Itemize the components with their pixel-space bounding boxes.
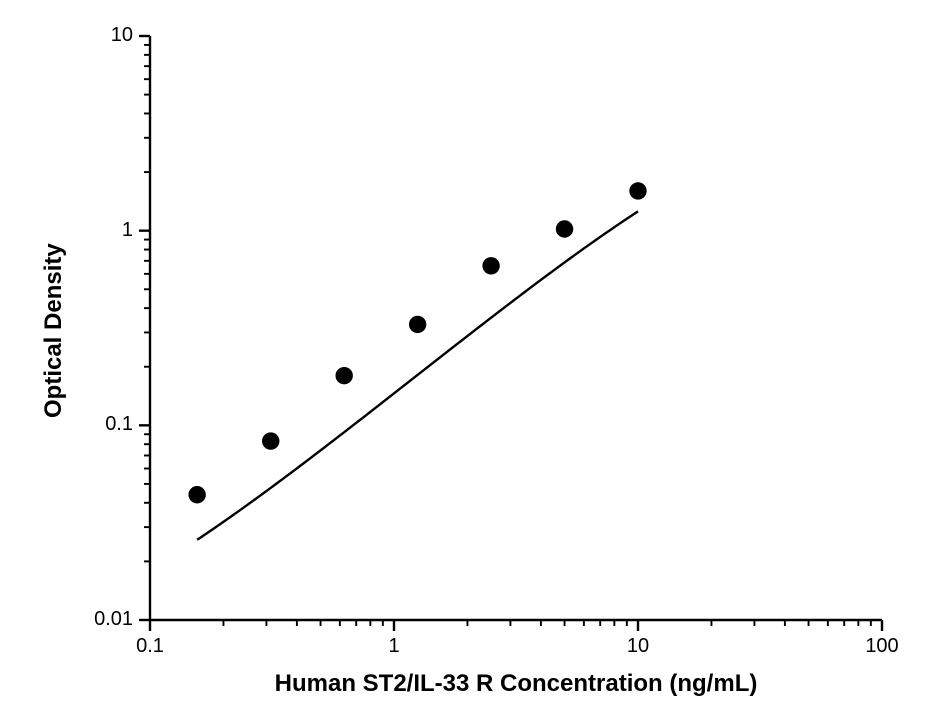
data-point	[189, 487, 205, 503]
chart-container: Optical Density Human ST2/IL-33 R Concen…	[0, 0, 926, 723]
data-point	[409, 316, 425, 332]
x-tick-label: 10	[608, 635, 668, 658]
y-tick-label: 1	[122, 219, 133, 242]
data-point	[483, 258, 499, 274]
data-point	[630, 183, 646, 199]
y-tick-label: 0.01	[94, 608, 133, 631]
data-point	[556, 221, 572, 237]
x-tick-label: 0.1	[120, 635, 180, 658]
y-axis-label: Optical Density	[40, 243, 68, 418]
data-point	[263, 433, 279, 449]
chart-svg	[0, 0, 926, 723]
x-tick-label: 100	[852, 635, 912, 658]
y-tick-label: 10	[111, 24, 133, 47]
data-point	[336, 367, 352, 383]
y-tick-label: 0.1	[105, 413, 133, 436]
x-tick-label: 1	[364, 635, 424, 658]
x-axis-label: Human ST2/IL-33 R Concentration (ng/mL)	[150, 670, 882, 698]
